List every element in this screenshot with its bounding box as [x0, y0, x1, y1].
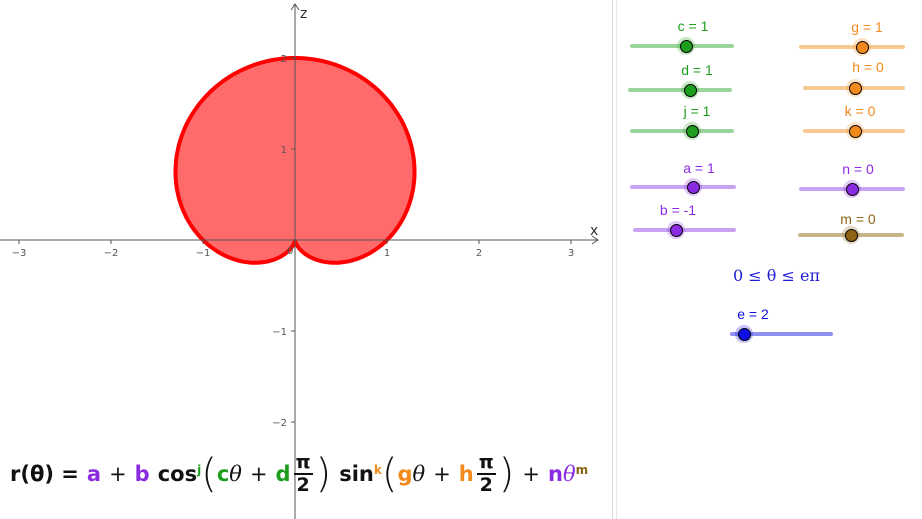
slider-h-handle[interactable]: [849, 82, 862, 95]
graphics-view[interactable]: x z −3 −2 −1 1 2 3 0 2 1 −1 −2: [0, 0, 612, 519]
slider-b-label: b = -1: [659, 202, 697, 218]
slider-g-track[interactable]: [799, 45, 905, 49]
panel-divider[interactable]: [612, 0, 613, 519]
z-axis-label: z: [300, 6, 307, 22]
x-axis-arrow: [591, 235, 599, 245]
x-tick-label: −3: [12, 248, 27, 259]
formula-plus: +: [522, 462, 540, 486]
formula-c: c: [216, 462, 230, 486]
formula-m: m: [575, 463, 589, 477]
x-tick-label: 3: [568, 248, 574, 259]
z-axis-arrow: [290, 3, 300, 11]
x-tick-label: −2: [104, 248, 119, 259]
formula-theta: θ: [229, 462, 242, 486]
formula-plus: +: [249, 462, 268, 486]
z-tick-label: −1: [272, 327, 287, 338]
theta-range-text: 0 ≤ θ ≤ eπ: [733, 266, 820, 285]
formula-sin: sin: [339, 462, 374, 486]
slider-d-handle[interactable]: [684, 84, 697, 97]
formula-j: j: [197, 463, 202, 477]
slider-d-track[interactable]: [628, 88, 732, 92]
slider-e-track[interactable]: [730, 332, 833, 336]
slider-k-label: k = 0: [844, 103, 876, 119]
formula-b: b: [134, 462, 150, 486]
formula-paren-open: (: [381, 451, 398, 497]
formula-a: a: [86, 462, 102, 486]
z-tick-label: −2: [272, 418, 287, 429]
x-tick-label: 1: [384, 248, 390, 259]
formula-pi: π: [476, 451, 496, 475]
slider-b-handle[interactable]: [670, 224, 683, 237]
formula-n: n: [548, 462, 563, 486]
formula-cos: cos: [157, 462, 198, 486]
formula-lhs: r(θ) =: [10, 462, 79, 486]
slider-m-handle[interactable]: [845, 229, 858, 242]
slider-e-label: e = 2: [737, 306, 769, 322]
slider-g-handle[interactable]: [856, 41, 869, 54]
slider-g-label: g = 1: [851, 19, 883, 35]
formula-two: 2: [296, 474, 310, 496]
formula-two: 2: [479, 474, 493, 496]
formula-d: d: [275, 462, 291, 486]
formula-theta: θ: [562, 462, 576, 486]
slider-n-label: n = 0: [842, 161, 874, 177]
formula-paren-close: ): [315, 451, 332, 497]
slider-a-label: a = 1: [683, 160, 715, 176]
formula-paren-open: (: [201, 451, 217, 497]
formula-pi: π: [293, 451, 313, 475]
slider-c-label: c = 1: [677, 18, 709, 34]
formula-paren-close: ): [498, 451, 515, 497]
slider-j-handle[interactable]: [686, 125, 699, 138]
x-tick-label: 2: [476, 248, 482, 259]
formula-plus: +: [109, 462, 127, 486]
z-tick-label: 2: [281, 54, 287, 65]
slider-d-label: d = 1: [681, 62, 713, 78]
slider-j-label: j = 1: [683, 103, 711, 119]
origin-label: 0: [287, 246, 293, 257]
slider-h-label: h = 0: [852, 59, 884, 75]
slider-a-track[interactable]: [630, 185, 736, 189]
z-tick-label: 1: [281, 145, 287, 156]
formula-k: k: [373, 463, 382, 477]
slider-a-handle[interactable]: [687, 181, 700, 194]
formula-plus: +: [433, 462, 451, 486]
slider-j-track[interactable]: [630, 129, 734, 133]
formula-theta: θ: [412, 462, 426, 486]
slider-b-track[interactable]: [633, 228, 736, 232]
slider-n-handle[interactable]: [846, 183, 859, 196]
formula-g: g: [397, 462, 413, 486]
slider-k-handle[interactable]: [849, 125, 862, 138]
slider-e-handle[interactable]: [738, 328, 751, 341]
slider-m-label: m = 0: [840, 211, 876, 227]
slider-c-handle[interactable]: [680, 40, 693, 53]
panel-divider-shadow: [616, 0, 617, 519]
x-axis-label: x: [590, 223, 598, 239]
formula-h: h: [458, 462, 474, 486]
x-tick-label: −1: [196, 248, 211, 259]
